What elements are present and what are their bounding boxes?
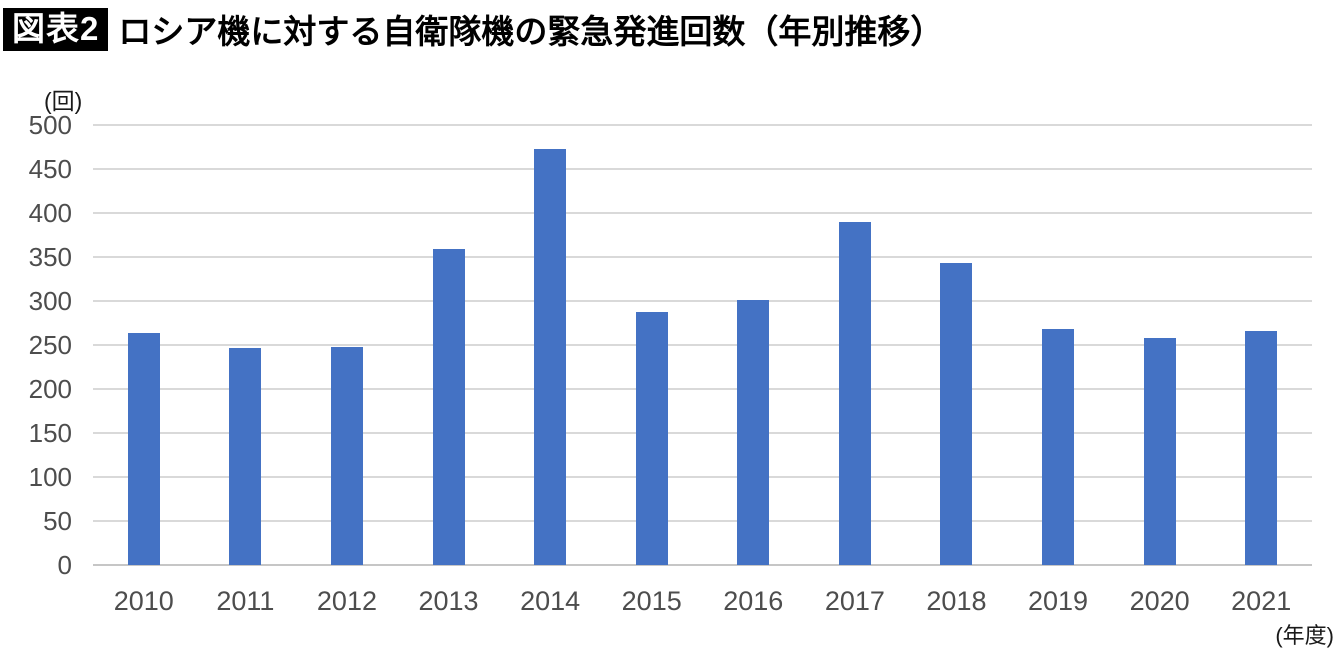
x-tick-label: 2015 bbox=[621, 586, 682, 616]
bar-2014 bbox=[534, 148, 567, 565]
gridline bbox=[93, 124, 1312, 126]
x-tick-label: 2010 bbox=[113, 586, 174, 616]
x-tick-label: 2019 bbox=[1027, 586, 1089, 616]
x-tick-label: 2020 bbox=[1129, 586, 1190, 616]
x-tick-label: 2016 bbox=[723, 586, 784, 616]
figure-number-badge: 図表2 bbox=[3, 7, 109, 51]
x-tick-label: 2012 bbox=[316, 586, 377, 616]
gridline bbox=[93, 256, 1312, 258]
x-tick-label: 2018 bbox=[926, 586, 987, 616]
bar-2020 bbox=[1143, 337, 1176, 565]
y-tick-label: 200 bbox=[28, 374, 72, 404]
y-tick-label: 150 bbox=[28, 418, 72, 448]
bar-2021 bbox=[1245, 330, 1278, 565]
chart-title: ロシア機に対する自衛隊機の緊急発進回数（年別推移） bbox=[118, 13, 944, 50]
title-row: 図表2 ロシア機に対する自衛隊機の緊急発進回数（年別推移） bbox=[3, 4, 943, 54]
x-tick-label: 2014 bbox=[520, 586, 581, 616]
x-tick-label: 2021 bbox=[1231, 586, 1292, 616]
y-tick-label: 450 bbox=[28, 154, 72, 184]
gridline bbox=[93, 344, 1312, 346]
x-axis-line bbox=[93, 564, 1312, 566]
y-tick-label: 400 bbox=[28, 198, 72, 228]
gridline bbox=[93, 520, 1312, 522]
bar-2015 bbox=[635, 311, 668, 565]
bar-2016 bbox=[737, 300, 770, 565]
x-tick-label: 2013 bbox=[418, 586, 479, 616]
gridline bbox=[93, 388, 1312, 390]
bar-2013 bbox=[432, 249, 465, 565]
gridline bbox=[93, 168, 1312, 170]
y-axis-unit-label: (回) bbox=[44, 88, 83, 114]
y-tick-label: 50 bbox=[43, 506, 72, 536]
gridline bbox=[93, 212, 1312, 214]
bar-2018 bbox=[940, 263, 973, 565]
y-tick-label: 250 bbox=[28, 330, 72, 360]
y-tick-label: 0 bbox=[57, 550, 72, 580]
bar-2019 bbox=[1042, 329, 1075, 565]
bar-2011 bbox=[229, 347, 262, 565]
bar-2017 bbox=[838, 221, 871, 565]
y-tick-label: 500 bbox=[28, 110, 72, 140]
x-tick-label: 2017 bbox=[824, 586, 885, 616]
bar-2012 bbox=[330, 346, 363, 565]
x-tick-label: 2011 bbox=[216, 586, 275, 616]
gridline bbox=[93, 300, 1312, 302]
y-tick-label: 100 bbox=[28, 462, 72, 492]
gridline bbox=[93, 432, 1312, 434]
x-axis-unit-label: (年度) bbox=[1275, 623, 1334, 648]
bar-2010 bbox=[127, 332, 160, 565]
gridline bbox=[93, 476, 1312, 478]
y-tick-label: 350 bbox=[28, 242, 72, 272]
y-tick-label: 300 bbox=[28, 286, 72, 316]
plot-area bbox=[93, 124, 1312, 566]
